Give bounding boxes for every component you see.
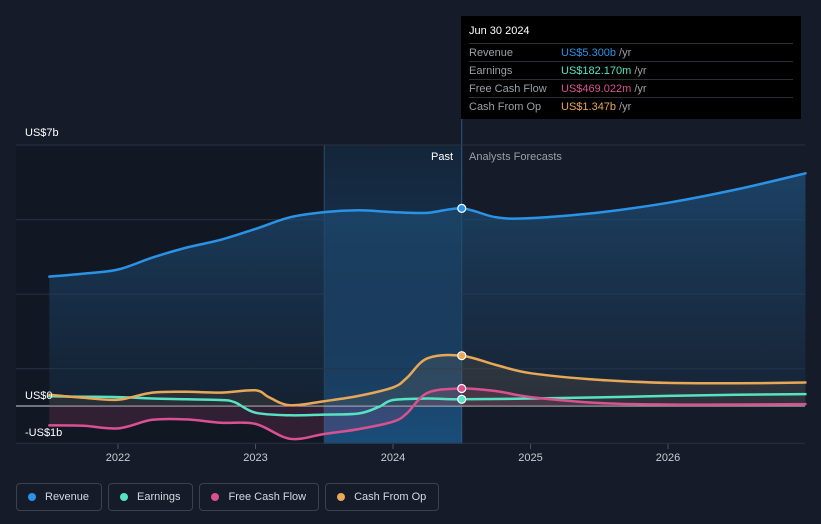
tooltip-label: Earnings bbox=[469, 64, 513, 77]
legend-revenue[interactable]: Revenue bbox=[16, 483, 103, 511]
tooltip-row-revenue: Revenue US$5.300b /yr bbox=[469, 43, 793, 61]
tooltip-label: Free Cash Flow bbox=[469, 82, 547, 95]
y-label-zero: US$0 bbox=[25, 390, 53, 402]
revenue-line bbox=[48, 172, 807, 278]
x-tick-2026: 2026 bbox=[656, 452, 680, 464]
legend-label: Revenue bbox=[45, 491, 90, 503]
tooltip-label: Revenue bbox=[469, 46, 514, 59]
tooltip-value: US$1.347b bbox=[561, 100, 617, 113]
legend-label: Earnings bbox=[137, 491, 181, 503]
past-label: Past bbox=[431, 151, 453, 163]
legend-dot-icon bbox=[120, 493, 129, 501]
free-cash-flow-line bbox=[48, 387, 807, 441]
tooltip-row-cash-from-op: Cash From Op US$1.347b /yr bbox=[469, 97, 793, 115]
tooltip-value: US$5.300b bbox=[561, 46, 617, 59]
x-tick-2025: 2025 bbox=[518, 452, 542, 464]
tooltip-value: US$469.022m bbox=[561, 82, 632, 95]
cash-from-op-line bbox=[48, 353, 807, 407]
legend-cash-from-op[interactable]: Cash From Op bbox=[325, 483, 440, 511]
y-label-bottom: -US$1b bbox=[25, 427, 62, 439]
tooltip-row-earnings: Earnings US$182.170m /yr bbox=[469, 61, 793, 79]
tooltip-row-free-cash-flow: Free Cash Flow US$469.022m /yr bbox=[469, 79, 793, 97]
cash-from-op-marker bbox=[457, 351, 467, 361]
legend-dot-icon bbox=[211, 493, 220, 501]
tooltip-unit: /yr bbox=[634, 82, 647, 95]
hover-tooltip: Jun 30 2024 Revenue US$5.300b /yr Earnin… bbox=[461, 16, 801, 119]
revenue-area bbox=[49, 173, 806, 406]
forecast-label: Analysts Forecasts bbox=[469, 151, 562, 163]
cash-from-op-area bbox=[49, 354, 806, 406]
x-tick-2022: 2022 bbox=[106, 452, 130, 464]
tooltip-unit: /yr bbox=[619, 100, 632, 113]
earnings-marker bbox=[457, 394, 467, 404]
x-tick-2023: 2023 bbox=[243, 452, 267, 464]
chart-legend: Revenue Earnings Free Cash Flow Cash Fro… bbox=[16, 483, 440, 511]
tooltip-unit: /yr bbox=[619, 46, 632, 59]
legend-earnings[interactable]: Earnings bbox=[108, 483, 194, 511]
tooltip-value: US$182.170m bbox=[561, 64, 632, 77]
legend-free-cash-flow[interactable]: Free Cash Flow bbox=[199, 483, 320, 511]
tooltip-label: Cash From Op bbox=[469, 100, 542, 113]
free-cash-flow-marker bbox=[457, 383, 467, 394]
legend-label: Cash From Op bbox=[354, 491, 427, 503]
revenue-marker bbox=[457, 203, 467, 213]
x-tick-2024: 2024 bbox=[381, 452, 405, 464]
legend-dot-icon bbox=[337, 493, 346, 501]
tooltip-unit: /yr bbox=[634, 64, 647, 77]
legend-label: Free Cash Flow bbox=[228, 491, 307, 503]
legend-dot-icon bbox=[28, 493, 36, 501]
tooltip-date: Jun 30 2024 bbox=[469, 25, 530, 37]
y-label-top: US$7b bbox=[25, 127, 59, 139]
earnings-line bbox=[48, 392, 807, 417]
